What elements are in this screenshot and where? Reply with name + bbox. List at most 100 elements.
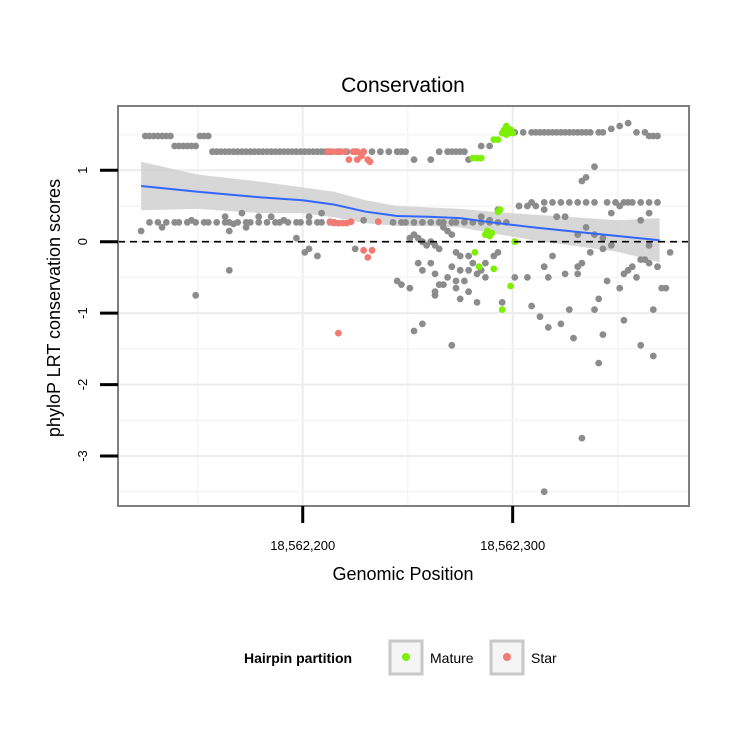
point-other (519, 129, 527, 136)
point-other (305, 219, 313, 226)
point-other (465, 266, 472, 274)
point-star (374, 218, 382, 226)
point-star (337, 148, 344, 156)
point-other (246, 219, 254, 226)
point-other (565, 306, 573, 313)
point-mature (477, 154, 485, 162)
point-other (192, 142, 200, 150)
point-other (616, 122, 624, 130)
point-other (158, 224, 166, 231)
legend-title: Hairpin partition (244, 650, 352, 666)
point-other (137, 227, 145, 235)
point-other (435, 245, 443, 253)
point-other (377, 148, 384, 156)
point-other (540, 206, 548, 214)
y-tick-label: -1 (75, 307, 90, 319)
y-axis-label: phyloP LRT conservation scores (44, 179, 64, 437)
point-other (473, 299, 481, 306)
point-other (398, 281, 405, 288)
plot-background (118, 106, 689, 506)
point-other (578, 434, 586, 442)
point-other (515, 202, 523, 210)
point-other (452, 277, 460, 285)
plot-area (117, 105, 690, 507)
point-other (255, 213, 263, 221)
point-other (351, 245, 359, 253)
point-other (511, 274, 519, 281)
y-tick-label: -2 (75, 379, 90, 391)
point-other (607, 125, 615, 133)
point-other (549, 252, 556, 260)
point-other (616, 284, 624, 292)
point-other (167, 132, 174, 140)
x-axis-label: Genomic Position (332, 564, 473, 584)
point-other (549, 199, 556, 206)
plot-border (117, 105, 690, 507)
point-other (452, 284, 460, 292)
point-other (456, 266, 464, 274)
point-other (624, 119, 632, 127)
point-star (364, 254, 372, 261)
point-other (461, 148, 468, 156)
point-mature (503, 131, 510, 139)
point-other (666, 249, 674, 256)
point-other (624, 199, 632, 206)
point-other (582, 224, 590, 231)
smooth-line (140, 185, 660, 242)
point-other (540, 263, 548, 271)
point-other (540, 199, 548, 206)
point-other (389, 219, 397, 226)
point-other (267, 213, 275, 221)
point-other (213, 219, 221, 226)
point-other (561, 270, 569, 278)
point-other (225, 266, 233, 274)
point-mature (507, 282, 514, 290)
point-other (633, 274, 640, 281)
point-other (637, 199, 645, 206)
point-mature (509, 129, 517, 137)
point-other (654, 132, 661, 140)
point-other (263, 219, 271, 226)
point-other (175, 219, 183, 226)
point-other (599, 234, 607, 242)
y-tick-label: -3 (75, 450, 90, 462)
point-other (486, 142, 493, 150)
point-other (477, 213, 485, 221)
point-star (347, 218, 355, 226)
point-other (314, 252, 321, 260)
point-mature (471, 249, 479, 256)
point-other (624, 266, 632, 274)
point-mature (498, 306, 506, 313)
point-other (410, 219, 418, 226)
point-other (586, 249, 594, 256)
point-other (419, 266, 426, 274)
point-other (536, 313, 544, 321)
legend-label-mature: Mature (430, 650, 474, 666)
legend: Hairpin partition Mature Star (244, 639, 557, 676)
point-other (591, 306, 598, 313)
point-other (645, 241, 653, 249)
point-other (305, 213, 313, 221)
point-star (335, 329, 342, 337)
point-other (318, 219, 325, 226)
point-other (469, 259, 477, 267)
point-mature (490, 265, 498, 273)
point-other (452, 219, 460, 226)
point-other (582, 199, 590, 206)
point-other (603, 277, 611, 285)
point-other (221, 213, 229, 221)
point-other (360, 216, 367, 224)
point-other (557, 320, 565, 328)
point-other (565, 199, 573, 206)
point-other (540, 488, 548, 496)
point-other (410, 156, 418, 164)
point-other (528, 302, 535, 310)
point-other (230, 220, 237, 228)
point-other (482, 274, 489, 281)
point-other (402, 148, 409, 156)
point-other (557, 199, 565, 206)
point-star (368, 246, 376, 254)
point-other (482, 259, 489, 267)
point-other (603, 199, 611, 206)
